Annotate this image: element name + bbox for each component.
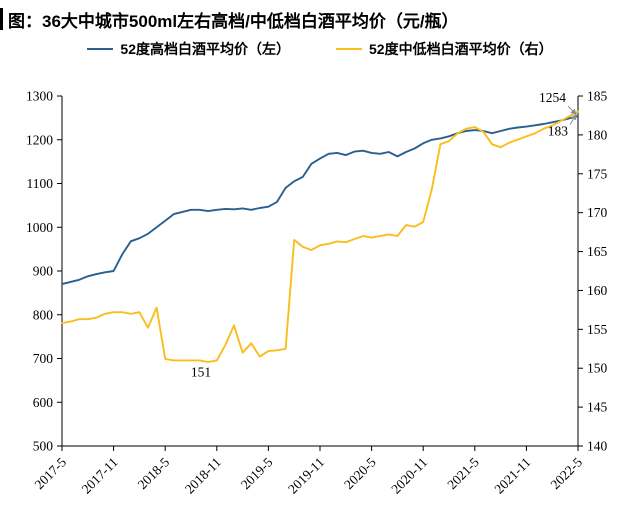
legend-label-midlow: 52度中低档白酒平均价（右） — [369, 41, 553, 57]
x-axis-tick-label: 2019-5 — [238, 454, 276, 492]
left-axis-tick-label: 1000 — [26, 220, 53, 235]
annotation-leader-arrow — [567, 105, 577, 115]
annotation-label: 183 — [548, 124, 569, 139]
left-axis-tick-label: 500 — [33, 439, 54, 454]
legend-item-midlow: 52度中低档白酒平均价（右） — [336, 39, 553, 59]
right-axis-tick-label: 185 — [587, 89, 608, 104]
legend: 52度高档白酒平均价（左） 52度中低档白酒平均价（右） — [0, 36, 640, 62]
legend-label-highend: 52度高档白酒平均价（左） — [120, 41, 290, 57]
legend-swatch-midlow — [336, 48, 362, 50]
title-row: 图：36大中城市500ml左右高档/中低档白酒平均价（元/瓶） — [0, 0, 640, 36]
legend-swatch-highend — [87, 48, 114, 50]
legend-item-highend: 52度高档白酒平均价（左） — [87, 39, 290, 59]
right-axis-tick-label: 145 — [587, 400, 608, 415]
x-axis-tick-label: 2020-5 — [341, 454, 379, 492]
x-axis-tick-label: 2017-11 — [79, 455, 121, 497]
right-axis-tick-label: 155 — [587, 322, 608, 337]
x-axis-tick-label: 2021-11 — [491, 455, 533, 497]
right-axis-tick-label: 180 — [587, 127, 608, 142]
right-axis-tick-label: 140 — [587, 439, 608, 454]
right-axis-tick-label: 175 — [587, 166, 608, 181]
left-axis-tick-label: 1200 — [26, 132, 53, 147]
annotation-leader-arrow — [569, 113, 577, 125]
series-line-1 — [61, 110, 579, 363]
right-axis-tick-label: 170 — [587, 205, 608, 220]
x-axis-tick-label: 2018-11 — [182, 455, 224, 497]
x-axis-tick-label: 2020-11 — [388, 455, 430, 497]
left-axis-tick-label: 900 — [33, 264, 54, 279]
right-axis-tick-label: 160 — [587, 283, 608, 298]
annotation-label: 1254 — [539, 90, 566, 105]
right-axis-tick-label: 150 — [587, 361, 608, 376]
left-axis-tick-label: 700 — [33, 351, 54, 366]
x-axis-tick-label: 2017-5 — [31, 454, 69, 492]
title-left-bar — [0, 8, 3, 30]
x-axis-tick-label: 2018-5 — [135, 454, 173, 492]
chart-title: 图：36大中城市500ml左右高档/中低档白酒平均价（元/瓶） — [8, 11, 459, 31]
left-axis-tick-label: 1300 — [26, 89, 53, 104]
series-line-0 — [61, 115, 579, 286]
left-axis-tick-label: 600 — [33, 395, 54, 410]
left-axis-tick-label: 1100 — [27, 176, 54, 191]
line-chart-canvas: 1300 1200 1100 1000 900 800 700 600 500 185 180 175… — [26, 89, 608, 497]
right-axis-tick-label: 165 — [587, 244, 608, 259]
x-axis-tick-label: 2021-5 — [444, 454, 482, 492]
x-axis-tick-label: 2019-11 — [285, 455, 327, 497]
annotation-label: 151 — [191, 364, 211, 379]
left-axis-tick-label: 800 — [33, 307, 54, 322]
x-axis-tick-label: 2022-5 — [547, 454, 585, 492]
